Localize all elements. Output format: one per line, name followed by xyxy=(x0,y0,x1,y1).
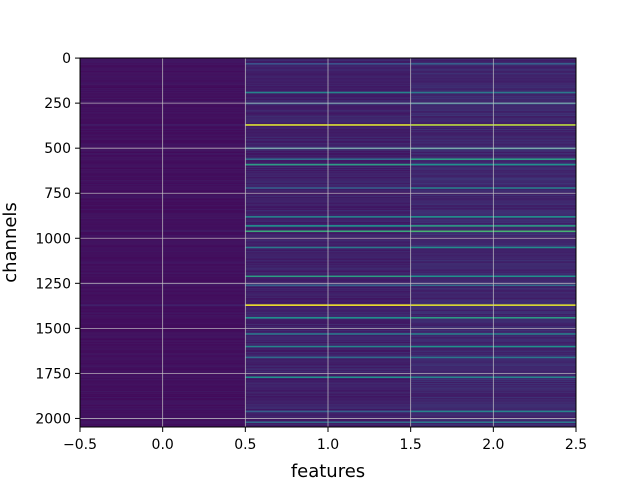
x-axis-ticks: −0.5 0.0 0.5 1.0 1.5 2.0 2.5 xyxy=(63,427,587,453)
y-axis-ticks: 0 250 500 750 1000 1250 1500 1750 2000 xyxy=(35,51,80,427)
y-tick-label: 1000 xyxy=(35,231,71,247)
y-tick-label: 750 xyxy=(44,186,71,202)
x-tick-label: 1.5 xyxy=(400,437,422,453)
x-axis-label: features xyxy=(291,461,365,480)
x-tick-label: 2.5 xyxy=(565,437,587,453)
y-tick-label: 500 xyxy=(44,141,71,157)
y-tick-label: 1750 xyxy=(35,366,71,382)
x-tick-label: 1.0 xyxy=(317,437,339,453)
y-tick-label: 1500 xyxy=(35,321,71,337)
y-axis-label: channels xyxy=(0,202,21,283)
y-tick-label: 1250 xyxy=(35,276,71,292)
y-tick-label: 2000 xyxy=(35,411,71,427)
x-tick-label: 2.0 xyxy=(482,437,504,453)
x-tick-label: 0.0 xyxy=(152,437,174,453)
y-tick-label: 250 xyxy=(44,96,71,112)
x-tick-label: 0.5 xyxy=(234,437,256,453)
x-tick-label: −0.5 xyxy=(63,437,97,453)
y-tick-label: 0 xyxy=(62,51,71,67)
